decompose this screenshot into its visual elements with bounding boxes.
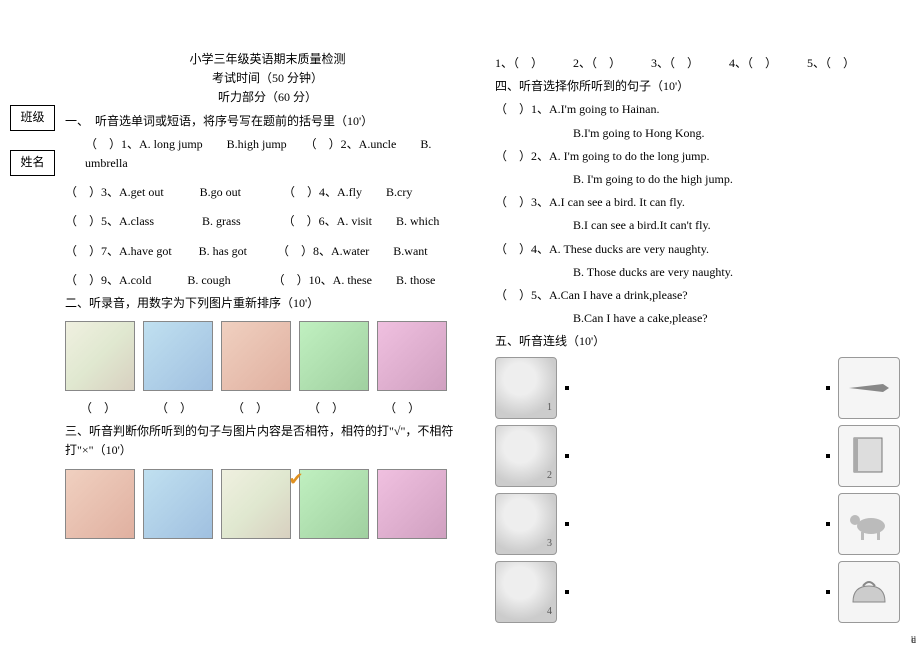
left-column: 小学三年级英语期末质量检测 考试时间（50 分钟） 听力部分（60 分） 一、 … <box>65 50 470 629</box>
s2-pic-5 <box>377 321 447 391</box>
s4-q3a: （ ）3、A.I can see a bird. It can fly. <box>495 193 900 212</box>
s2-b4: （ ） <box>308 399 344 418</box>
dot-icon <box>565 454 569 458</box>
s4-q1a: （ ）1、A.I'm going to Hainan. <box>495 100 900 119</box>
num-1: 1 <box>547 400 552 416</box>
dot-icon <box>565 590 569 594</box>
s4-q4b: B. Those ducks are very naughty. <box>495 263 900 282</box>
s5-obj-a: a <box>838 357 900 419</box>
s3-pic-3: ✔ <box>221 469 291 539</box>
s4-title: 四、听音选择你所听到的句子（10'） <box>495 77 900 96</box>
s5-row-4: 4 d <box>495 561 900 623</box>
s3-pic-5 <box>377 469 447 539</box>
s5-face-2: 2 <box>495 425 557 487</box>
s4-q5a: （ ）5、A.Can I have a drink,please? <box>495 286 900 305</box>
s2-b3: （ ） <box>232 399 268 418</box>
s2-pic-3 <box>221 321 291 391</box>
num-2: 2 <box>547 468 552 484</box>
s3-pic-4 <box>299 469 369 539</box>
pen-icon <box>849 382 889 394</box>
s4-q3b: B.I can see a bird.It can't fly. <box>495 216 900 235</box>
s5-face-3: 3 <box>495 493 557 555</box>
s1-q3: （ ）3、A.get out B.go out （ ）4、A.fly B.cry <box>65 183 470 202</box>
s5-face-1: 1 <box>495 357 557 419</box>
class-label: 班级 <box>20 108 44 127</box>
num-4: 4 <box>547 604 552 620</box>
s5-row-2: 2 b <box>495 425 900 487</box>
s2-pic-1 <box>65 321 135 391</box>
s5-obj-d: d <box>838 561 900 623</box>
s4-q4a: （ ）4、A. These ducks are very naughty. <box>495 240 900 259</box>
doc-time: 考试时间（50 分钟） <box>65 69 470 88</box>
horse-icon <box>847 506 891 542</box>
name-label: 姓名 <box>20 153 44 172</box>
s4-q5b: B.Can I have a cake,please? <box>495 309 900 328</box>
s3b-line: 1、（ ） 2、（ ） 3、（ ） 4、（ ） 5、（ ） <box>495 54 900 73</box>
s1-title: 一、 听音选单词或短语，将序号写在题前的括号里（10'） <box>65 112 470 131</box>
s4-q1b: B.I'm going to Hong Kong. <box>495 124 900 143</box>
s3-title: 三、听音判断你所听到的句子与图片内容是否相符，相符的打"√"，不相符打"×"（1… <box>65 422 470 460</box>
s2-b5: （ ） <box>384 399 420 418</box>
s2-title: 二、听录音，用数字为下列图片重新排序（10'） <box>65 294 470 313</box>
s5-title: 五、听音连线（10'） <box>495 332 900 351</box>
s5-face-4: 4 <box>495 561 557 623</box>
s2-pic-4 <box>299 321 369 391</box>
s4-q2b: B. I'm going to do the high jump. <box>495 170 900 189</box>
letter-d: d <box>911 633 916 649</box>
doc-title: 小学三年级英语期末质量检测 <box>65 50 470 69</box>
dot-icon <box>565 522 569 526</box>
s2-pic-2 <box>143 321 213 391</box>
class-label-box: 班级 <box>10 105 55 131</box>
s5-row-1: 1 a <box>495 357 900 419</box>
s1-q7: （ ）7、A.have got B. has got （ ）8、A.water … <box>65 242 470 261</box>
s2-b2: （ ） <box>156 399 192 418</box>
book-icon <box>852 436 886 476</box>
s5-obj-c: c <box>838 493 900 555</box>
s5-row-3: 3 c <box>495 493 900 555</box>
s1-q1: （ ）1、A. long jump B.high jump （ ）2、A.unc… <box>65 135 470 173</box>
dot-icon <box>826 386 830 390</box>
s2-brackets: （ ） （ ） （ ） （ ） （ ） <box>65 399 470 418</box>
num-3: 3 <box>547 536 552 552</box>
s5-obj-b: b <box>838 425 900 487</box>
dot-icon <box>826 454 830 458</box>
s4-q2a: （ ）2、A. I'm going to do the long jump. <box>495 147 900 166</box>
page-columns: 小学三年级英语期末质量检测 考试时间（50 分钟） 听力部分（60 分） 一、 … <box>0 0 920 639</box>
right-column: 1、（ ） 2、（ ） 3、（ ） 4、（ ） 5、（ ） 四、听音选择你所听到… <box>495 50 900 629</box>
s2-images <box>65 321 470 391</box>
dot-icon <box>565 386 569 390</box>
s1-q9: （ ）9、A.cold B. cough （ ）10、A. these B. t… <box>65 271 470 290</box>
dot-icon <box>826 590 830 594</box>
doc-section: 听力部分（60 分） <box>65 88 470 107</box>
s1-q5: （ ）5、A.class B. grass （ ）6、A. visit B. w… <box>65 212 470 231</box>
s3-pic-2 <box>143 469 213 539</box>
tick-icon: ✔ <box>288 465 303 494</box>
bag-icon <box>847 576 891 608</box>
name-label-box: 姓名 <box>10 150 55 176</box>
dot-icon <box>826 522 830 526</box>
s3-images: ✔ <box>65 469 470 539</box>
s2-b1: （ ） <box>80 399 116 418</box>
s3-pic-1 <box>65 469 135 539</box>
